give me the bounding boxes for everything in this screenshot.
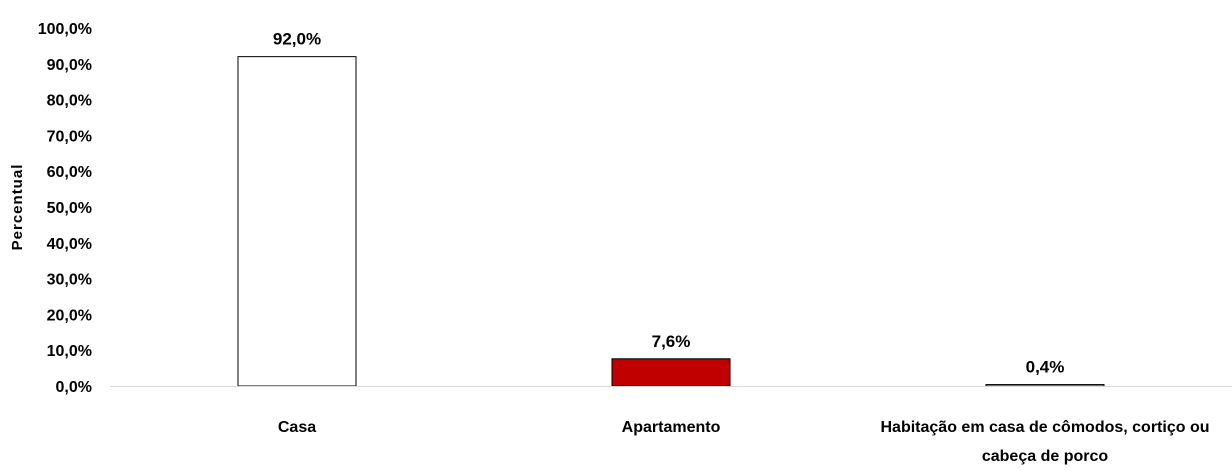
y-tick-label: 70,0% [47, 128, 92, 145]
y-axis-ticks: 0,0% 10,0% 20,0% 30,0% 40,0% 50,0% 60,0% 70,0% 8… [38, 21, 92, 396]
y-axis-title: Percentual [9, 164, 26, 251]
y-tick-label: 50,0% [47, 200, 92, 217]
y-tick-label: 20,0% [47, 307, 92, 324]
y-tick-label: 40,0% [47, 236, 92, 253]
x-tick-label-line: Apartamento [622, 419, 721, 436]
bar [611, 358, 731, 387]
y-tick-label: 80,0% [47, 93, 92, 110]
y-tick-label: 10,0% [47, 343, 92, 360]
x-tick-label: Apartamento [622, 419, 721, 436]
data-labels: 92,0% 7,6% 0,4% [273, 30, 1064, 377]
y-tick-label: 100,0% [38, 21, 92, 38]
data-label: 0,4% [1026, 358, 1065, 377]
x-tick-label: Habitação em casa de cômodos, cortiço ou… [881, 419, 1210, 465]
data-label: 92,0% [273, 30, 321, 49]
bar [985, 384, 1105, 387]
bar [237, 56, 357, 387]
x-axis-labels: Casa Apartamento Habitação em casa de cômo… [278, 419, 1210, 465]
x-tick-label-line: Habitação em casa de cômodos, cortiço ou [881, 419, 1210, 436]
y-tick-label: 0,0% [56, 379, 92, 396]
x-tick-label-line: Casa [278, 419, 316, 436]
y-tick-label: 30,0% [47, 272, 92, 289]
data-label: 7,6% [652, 332, 691, 351]
bars [237, 56, 1105, 387]
y-tick-label: 90,0% [47, 57, 92, 74]
x-tick-label: Casa [278, 419, 316, 436]
y-tick-label: 60,0% [47, 164, 92, 181]
x-tick-label-line: cabeça de porco [982, 448, 1109, 465]
